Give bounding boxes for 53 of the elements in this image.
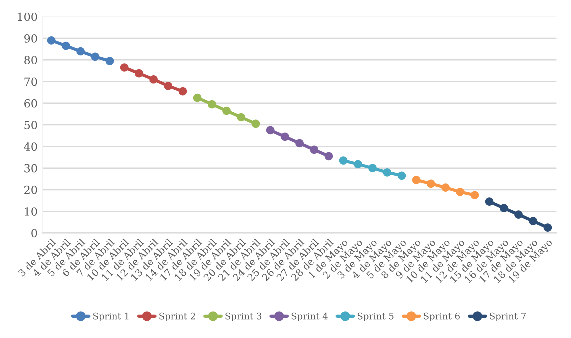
point xyxy=(237,113,246,122)
y-tick-label: 80 xyxy=(24,56,38,65)
point xyxy=(544,224,552,232)
point xyxy=(150,75,158,84)
point xyxy=(193,94,202,102)
point xyxy=(208,100,216,109)
point xyxy=(266,126,275,135)
point xyxy=(62,42,70,50)
y-tick-label: 50 xyxy=(24,121,38,130)
y-tick-label: 100 xyxy=(18,12,38,22)
legend-label: Sprint 4 xyxy=(292,312,328,322)
legend-label: Sprint 5 xyxy=(358,312,394,322)
point xyxy=(470,191,480,200)
point xyxy=(222,106,231,116)
point xyxy=(398,172,406,180)
point xyxy=(529,217,538,226)
point xyxy=(120,64,129,72)
legend-label: Sprint 2 xyxy=(160,312,196,322)
y-tick-label: 40 xyxy=(24,142,38,152)
point xyxy=(135,69,144,78)
point xyxy=(296,139,304,148)
point xyxy=(412,176,421,184)
point xyxy=(252,120,260,128)
point xyxy=(76,47,85,56)
point xyxy=(178,87,188,96)
y-tick-label: 60 xyxy=(24,99,38,108)
point xyxy=(514,210,523,219)
point xyxy=(354,160,362,169)
point xyxy=(281,132,290,142)
point xyxy=(47,36,56,45)
y-tick-label: 70 xyxy=(24,78,38,86)
legend-label: Sprint 6 xyxy=(424,312,460,322)
y-tick-label: 20 xyxy=(24,186,38,194)
point xyxy=(106,57,114,66)
point xyxy=(485,198,494,206)
point xyxy=(442,184,450,192)
point xyxy=(310,146,319,154)
y-tick-label: 10 xyxy=(25,208,38,216)
point xyxy=(368,164,377,172)
point xyxy=(427,180,436,188)
legend-label: Sprint 3 xyxy=(226,312,262,322)
point xyxy=(91,52,100,62)
y-tick-label: 0 xyxy=(32,229,38,238)
point xyxy=(500,204,508,213)
y-tick-label: 90 xyxy=(24,34,38,43)
y-tick-label: 30 xyxy=(24,164,38,173)
point xyxy=(456,188,465,196)
point xyxy=(164,82,173,90)
point xyxy=(383,168,392,177)
point xyxy=(339,156,348,165)
legend-label: Sprint 7 xyxy=(490,312,526,322)
point xyxy=(324,152,334,161)
legend-label: Sprint 1 xyxy=(94,312,129,322)
